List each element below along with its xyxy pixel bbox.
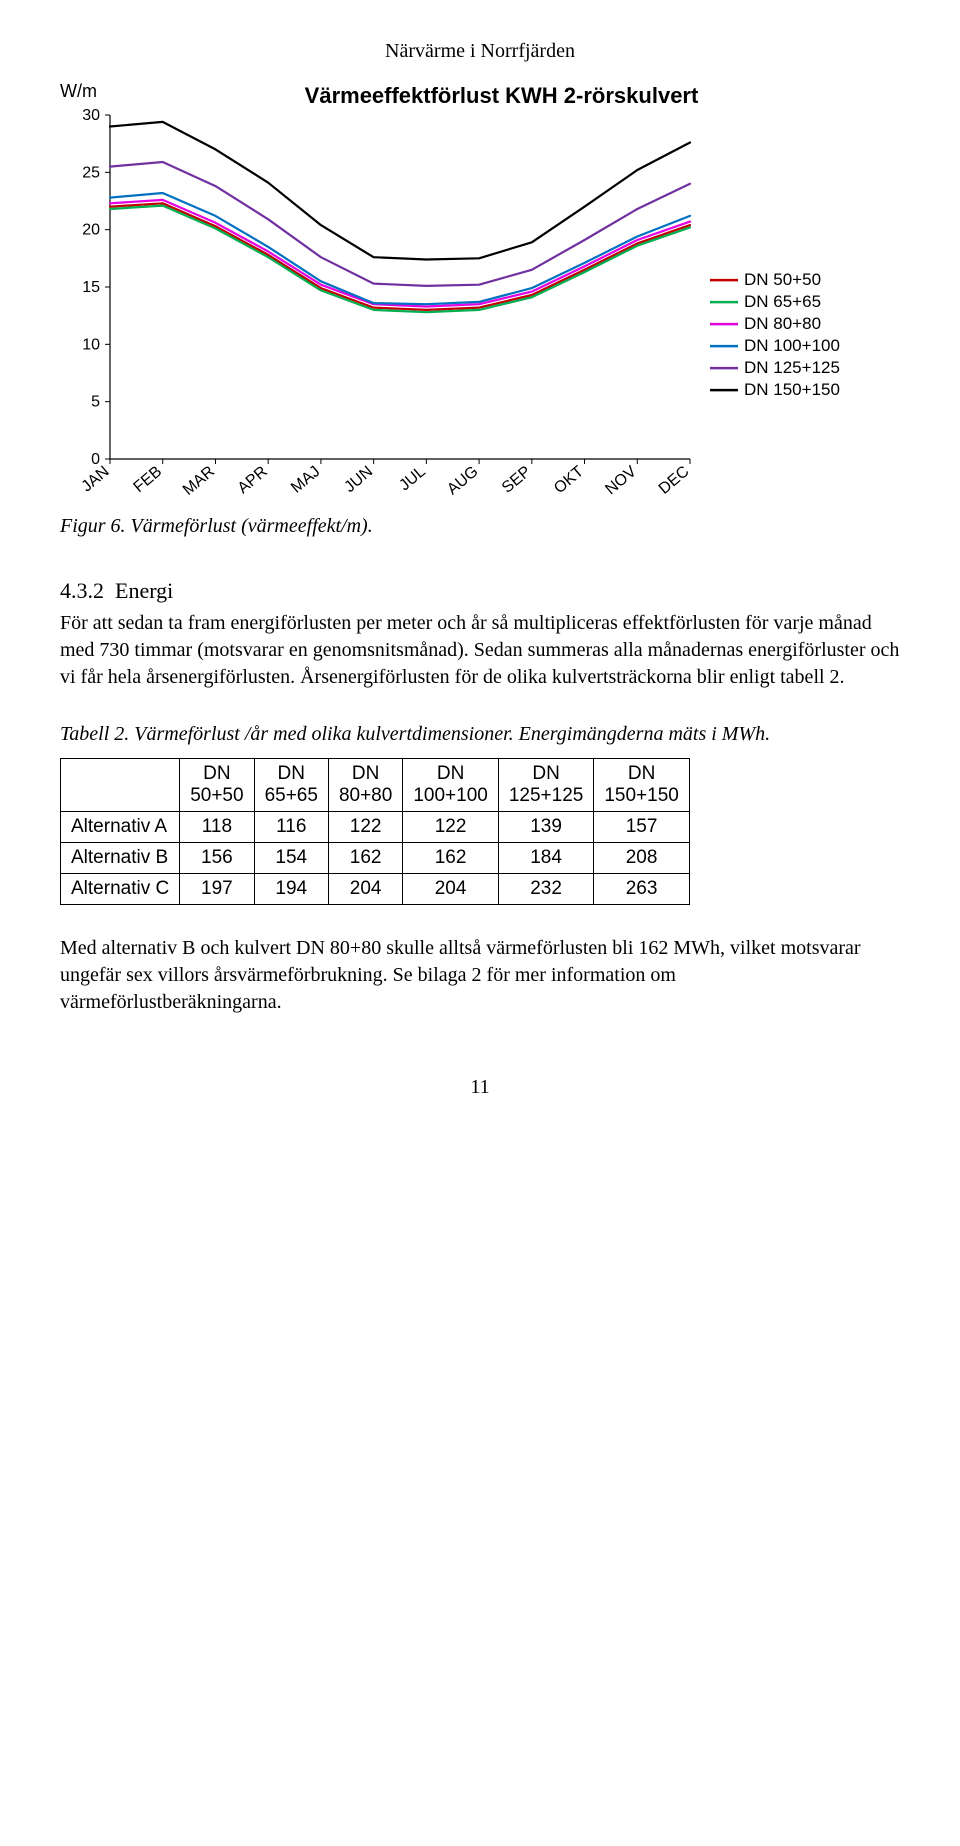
closing-paragraph: Med alternativ B och kulvert DN 80+80 sk… [60, 935, 900, 1016]
table-cell: 208 [594, 843, 690, 874]
svg-text:10: 10 [82, 336, 100, 353]
table-cell: 122 [328, 812, 402, 843]
svg-text:5: 5 [91, 394, 100, 411]
table-caption: Tabell 2. Värmeförlust /år med olika kul… [60, 721, 900, 748]
svg-text:20: 20 [82, 222, 100, 239]
table-col-header: DN80+80 [328, 759, 402, 812]
table-cell: 116 [254, 812, 328, 843]
table-cell: 204 [403, 874, 499, 905]
svg-text:OKT: OKT [551, 463, 587, 497]
table-cell: 197 [180, 874, 254, 905]
svg-text:DN 65+65: DN 65+65 [744, 292, 821, 311]
chart-canvas: 051015202530JANFEBMARAPRMAJJUNJULAUGSEPO… [60, 109, 860, 509]
table-col-header: DN150+150 [594, 759, 690, 812]
y-axis-label: W/m [60, 81, 97, 102]
table-cell: 118 [180, 812, 254, 843]
table-col-header: DN100+100 [403, 759, 499, 812]
table-row-label: Alternativ A [61, 812, 180, 843]
svg-text:JAN: JAN [78, 463, 112, 495]
table-cell: 156 [180, 843, 254, 874]
table-corner [61, 759, 180, 812]
svg-text:SEP: SEP [499, 463, 534, 497]
section-title: Energi [115, 578, 173, 603]
svg-text:DN 100+100: DN 100+100 [744, 336, 840, 355]
table-col-header: DN65+65 [254, 759, 328, 812]
svg-text:DEC: DEC [656, 463, 693, 498]
section-heading: 4.3.2 Energi [60, 578, 900, 604]
table-cell: 157 [594, 812, 690, 843]
table-cell: 263 [594, 874, 690, 905]
svg-text:DN 50+50: DN 50+50 [744, 270, 821, 289]
svg-text:DN 80+80: DN 80+80 [744, 314, 821, 333]
page-header: Närvärme i Norrfjärden [60, 40, 900, 63]
table-cell: 184 [498, 843, 594, 874]
svg-text:DN 125+125: DN 125+125 [744, 358, 840, 377]
svg-text:DN 150+150: DN 150+150 [744, 380, 840, 399]
svg-text:NOV: NOV [602, 463, 640, 499]
heat-loss-chart: W/m Värmeeffektförlust KWH 2-rörskulvert… [60, 83, 900, 509]
svg-text:JUL: JUL [396, 463, 429, 494]
svg-text:MAR: MAR [180, 463, 218, 499]
table-row-label: Alternativ C [61, 874, 180, 905]
table-col-header: DN50+50 [180, 759, 254, 812]
figure-caption: Figur 6. Värmeförlust (värmeeffekt/m). [60, 515, 900, 538]
table-cell: 162 [328, 843, 402, 874]
svg-text:15: 15 [82, 279, 100, 296]
table-cell: 204 [328, 874, 402, 905]
svg-text:FEB: FEB [131, 463, 166, 496]
table-row-label: Alternativ B [61, 843, 180, 874]
table-cell: 122 [403, 812, 499, 843]
table-col-header: DN125+125 [498, 759, 594, 812]
svg-text:JUN: JUN [341, 463, 376, 496]
svg-text:AUG: AUG [444, 463, 481, 498]
table-cell: 194 [254, 874, 328, 905]
section-number: 4.3.2 [60, 578, 104, 603]
table-cell: 154 [254, 843, 328, 874]
section-paragraph: För att sedan ta fram energiförlusten pe… [60, 610, 900, 691]
table-cell: 139 [498, 812, 594, 843]
table-cell: 162 [403, 843, 499, 874]
svg-text:MAJ: MAJ [288, 463, 323, 497]
chart-title: Värmeeffektförlust KWH 2-rörskulvert [103, 83, 900, 109]
page-number: 11 [60, 1076, 900, 1099]
svg-text:30: 30 [82, 109, 100, 124]
heat-loss-table: DN50+50DN65+65DN80+80DN100+100DN125+125D… [60, 758, 690, 905]
table-cell: 232 [498, 874, 594, 905]
svg-text:APR: APR [235, 463, 271, 497]
svg-text:25: 25 [82, 164, 100, 181]
